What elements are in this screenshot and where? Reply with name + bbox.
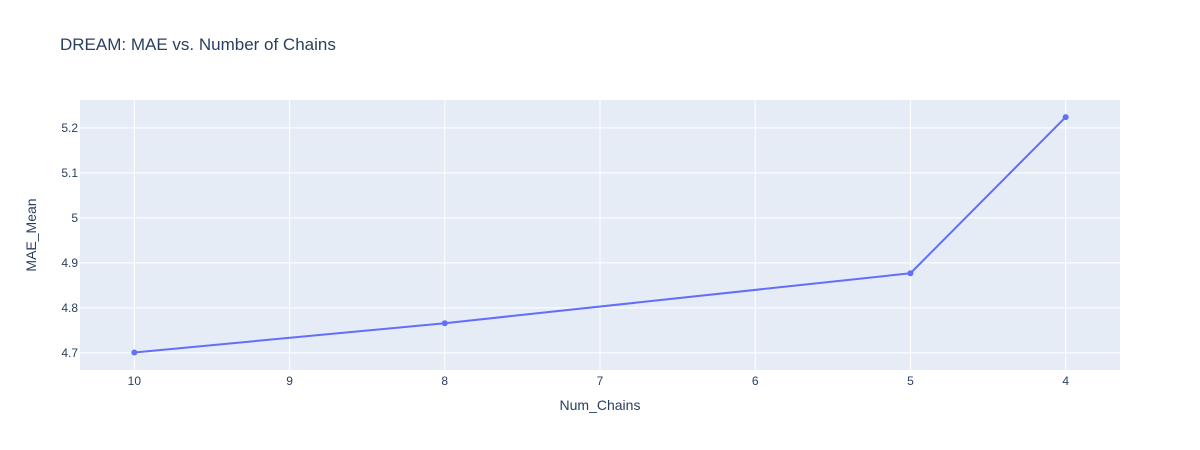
x-axis-title: Num_Chains <box>560 397 641 413</box>
y-tick-label: 4.9 <box>61 256 78 270</box>
data-point[interactable] <box>907 270 914 277</box>
data-point[interactable] <box>441 320 448 327</box>
x-tick-label: 6 <box>752 374 759 388</box>
x-tick-label: 5 <box>907 374 914 388</box>
series-line <box>134 116 1067 354</box>
y-axis-title: MAE_Mean <box>23 198 39 271</box>
y-tick-label: 5 <box>71 211 78 225</box>
y-tick-label: 5.2 <box>61 121 78 135</box>
y-tick-label: 4.8 <box>61 301 78 315</box>
x-axis-ticks: 10 9 8 7 6 5 4 <box>128 374 1070 388</box>
x-tick-label: 8 <box>441 374 448 388</box>
data-point[interactable] <box>131 349 138 356</box>
x-tick-label: 4 <box>1062 374 1069 388</box>
x-tick-label: 10 <box>128 374 142 388</box>
x-tick-label: 9 <box>286 374 293 388</box>
y-tick-label: 4.7 <box>61 346 78 360</box>
grid-lines <box>80 100 1120 370</box>
chart-title: DREAM: MAE vs. Number of Chains <box>60 35 336 54</box>
series-layer <box>131 114 1069 356</box>
data-point[interactable] <box>1062 114 1069 121</box>
x-tick-label: 7 <box>597 374 604 388</box>
y-axis-ticks: 4.7 4.8 4.9 5 5.1 5.2 <box>61 121 78 360</box>
y-tick-label: 5.1 <box>61 166 78 180</box>
